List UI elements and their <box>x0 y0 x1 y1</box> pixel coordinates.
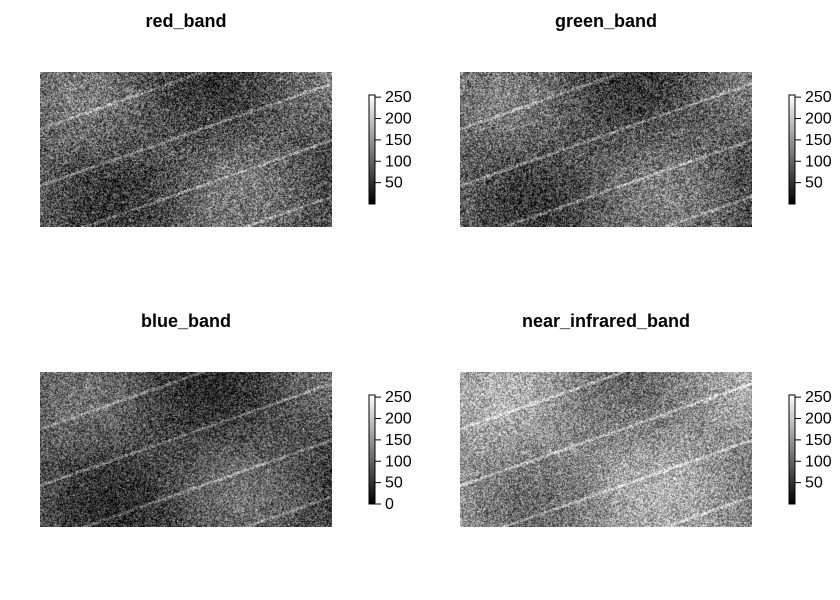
legend-tick-label: 50 <box>385 175 403 192</box>
legend-color-bar <box>368 94 376 205</box>
panel-green-band: green_band 50 100 150 200 250 <box>420 0 840 300</box>
raster-image <box>40 372 332 527</box>
panel-blue-band: blue_band 0 50 100 150 200 250 <box>0 300 420 600</box>
legend-tick-label: 250 <box>385 389 412 406</box>
legend-tick-label: 200 <box>385 411 412 428</box>
legend-tick-label: 250 <box>385 89 412 106</box>
legend-tick-label: 50 <box>805 175 823 192</box>
legend-tick-label: 100 <box>385 153 412 170</box>
raster-image <box>460 72 752 227</box>
chart-title: near_infrared_band <box>521 311 691 331</box>
chart-title: red_band <box>145 11 227 31</box>
legend-tick-label: 200 <box>385 111 412 128</box>
legend-tick-label: 250 <box>805 89 832 106</box>
legend-color-bar <box>368 394 376 505</box>
chart-title: green_band <box>554 11 658 31</box>
legend-tick-label: 100 <box>385 453 412 470</box>
color-legend: 50 100 150 200 250 <box>788 389 832 505</box>
legend-tick-label: 50 <box>805 475 823 492</box>
panel-near-infrared-band: near_infrared_band 50 100 150 200 250 <box>420 300 840 600</box>
legend-tick-label: 150 <box>385 432 412 449</box>
panel-red-band: red_band 50 100 150 200 250 <box>0 0 420 300</box>
legend-tick-label: 100 <box>805 153 832 170</box>
raster-image <box>460 372 752 527</box>
color-legend: 50 100 150 200 250 <box>368 89 412 205</box>
legend-color-bar <box>788 394 796 505</box>
legend-tick-label: 0 <box>385 496 394 513</box>
legend-tick-label: 200 <box>805 111 832 128</box>
color-legend: 50 100 150 200 250 <box>788 89 832 205</box>
legend-tick-label: 150 <box>805 132 832 149</box>
chart-title: blue_band <box>140 311 231 331</box>
legend-tick-label: 150 <box>805 432 832 449</box>
legend-tick-label: 200 <box>805 411 832 428</box>
raster-image <box>40 72 332 227</box>
legend-tick-label: 250 <box>805 389 832 406</box>
color-legend: 0 50 100 150 200 250 <box>368 389 412 513</box>
legend-tick-label: 150 <box>385 132 412 149</box>
legend-tick-label: 100 <box>805 453 832 470</box>
legend-color-bar <box>788 94 796 205</box>
legend-tick-label: 50 <box>385 475 403 492</box>
